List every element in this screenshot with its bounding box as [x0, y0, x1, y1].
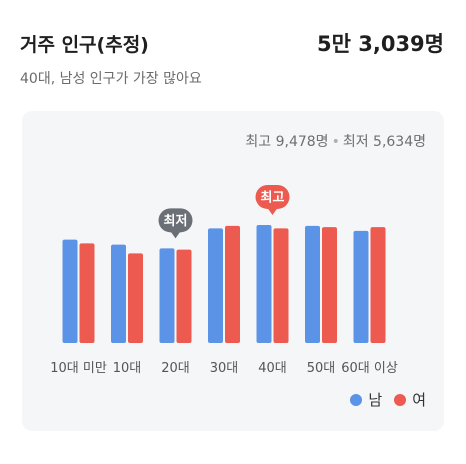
- x-tick-label: 60대 이상: [341, 361, 398, 376]
- page-title: 거주 인구(추정): [20, 34, 149, 56]
- summary-separator: •: [331, 134, 340, 150]
- min-callout-pointer: [170, 231, 181, 239]
- max-summary: 최고 9,478명: [245, 134, 329, 150]
- x-tick-label: 10대 미만: [50, 361, 107, 376]
- bar-male-4: [256, 224, 272, 343]
- bar-male-2: [159, 248, 175, 343]
- max-callout-bubble: [255, 184, 290, 209]
- bar-male-3: [208, 228, 223, 343]
- chart-card: 최고 9,478명 • 최저 5,634명 10대 미만 10대 20대 30대 40대 50…: [22, 111, 444, 431]
- legend-item-female: 여: [394, 389, 426, 410]
- min-callout: 최저: [158, 208, 193, 239]
- x-tick-label: 30대: [210, 361, 239, 376]
- min-summary: 최저 5,634명: [342, 134, 426, 150]
- legend-swatch-male: [350, 393, 363, 406]
- bar-male-6: [353, 230, 369, 343]
- bar-female-5: [322, 227, 337, 343]
- bar-male-5: [305, 225, 320, 343]
- bar-female-6: [370, 227, 386, 343]
- legend-label-male: 남: [368, 391, 383, 409]
- bar-chart: 10대 미만 10대 20대 30대 40대 50대 60대 이상 최저 최고: [50, 184, 398, 376]
- bar-female-1: [128, 253, 143, 343]
- total-population: 5만 3,039명: [317, 32, 444, 56]
- legend-item-male: 남: [350, 389, 382, 410]
- x-tick-label: 50대: [307, 361, 336, 376]
- bar-female-2: [176, 249, 192, 343]
- legend-label-female: 여: [412, 391, 426, 409]
- x-tick-label: 40대: [258, 361, 287, 376]
- page-subtitle: 40대, 남성 인구가 가장 많아요: [20, 71, 202, 87]
- x-tick-label: 10대: [113, 361, 142, 376]
- bar-female-4: [273, 228, 289, 343]
- min-callout-label: 최저: [164, 214, 188, 229]
- chart-legend: 남 여: [338, 389, 426, 410]
- legend-swatch-female: [394, 393, 407, 406]
- bar-female-3: [225, 225, 240, 343]
- max-callout: 최고: [255, 184, 290, 215]
- min-callout-bubble: [158, 208, 193, 233]
- bar-male-0: [62, 239, 78, 343]
- x-tick-label: 20대: [161, 361, 190, 376]
- chart-summary: 최고 9,478명 • 최저 5,634명: [245, 131, 426, 151]
- bar-male-1: [111, 244, 126, 343]
- bar-female-0: [79, 243, 95, 343]
- max-callout-pointer: [267, 207, 278, 215]
- max-callout-label: 최고: [261, 190, 285, 205]
